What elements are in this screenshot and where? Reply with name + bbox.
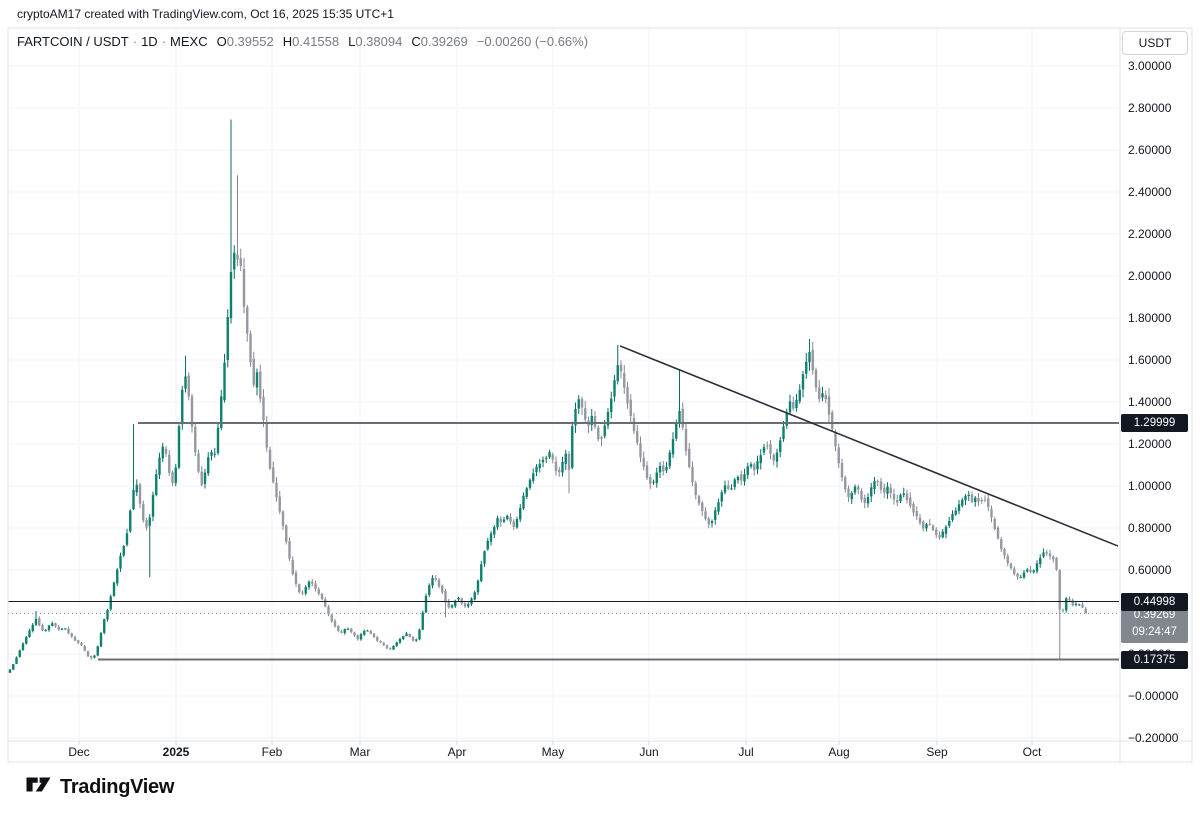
candlestick-series — [8, 119, 1087, 673]
time-tick-label: Dec — [68, 745, 90, 759]
gridlines — [8, 28, 1119, 741]
price-tick-label: 1.80000 — [1128, 311, 1172, 325]
chart-borders — [7, 27, 1193, 763]
time-tick-label: Feb — [261, 745, 283, 759]
ohlc-letter: H — [282, 34, 293, 49]
price-tick-label: 0.80000 — [1128, 521, 1172, 535]
exchange-label: MEXC — [170, 34, 208, 49]
time-axis[interactable]: Dec 2025 Feb Mar Apr May Jun Jul Aug Sep Oct — [8, 741, 1192, 762]
ohlc-values: O0.39552 H0.41558 L0.38094 C0.39269 — [208, 34, 468, 49]
interval-label[interactable]: 1D — [141, 34, 158, 49]
chart-legend: FARTCOIN / USDT · 1D · MEXC O0.39552 H0.41558 L… — [17, 34, 588, 49]
price-tick-label: −0.20000 — [1128, 731, 1179, 745]
current-price-value: 0.39269 — [1133, 608, 1176, 621]
tradingview-mark-icon — [25, 774, 52, 800]
time-tick-label: Jun — [639, 745, 659, 759]
time-tick-label: Apr — [447, 745, 467, 759]
time-tick-label: Jul — [738, 745, 754, 759]
bar-close-countdown: 09:24:47 — [1132, 625, 1177, 638]
price-tick-label: 0.60000 — [1128, 563, 1172, 577]
price-tick-label: 2.40000 — [1128, 185, 1172, 199]
price-level-label[interactable]: 0.44998 — [1121, 592, 1188, 611]
time-tick-label: Oct — [1022, 745, 1042, 759]
price-tick-label: 2.80000 — [1128, 101, 1172, 115]
price-tick-label: 1.60000 — [1128, 353, 1172, 367]
currency-button[interactable]: USDT — [1122, 31, 1188, 55]
time-tick-label: 2025 — [162, 745, 190, 759]
current-price-label: 0.39269 09:24:47 — [1121, 604, 1188, 643]
time-tick-label: Sep — [926, 745, 948, 759]
price-tick-label: 2.00000 — [1128, 269, 1172, 283]
legend-separator: · — [161, 34, 167, 49]
price-tick-label: 1.20000 — [1128, 437, 1172, 451]
ohlc-letter: O — [216, 34, 227, 49]
time-tick-label: May — [541, 745, 565, 759]
ohlc-value: 0.38094 — [355, 34, 403, 49]
symbol-title[interactable]: FARTCOIN / USDT · 1D · MEXC — [17, 34, 208, 49]
price-tick-label: −0.00000 — [1128, 689, 1179, 703]
ohlc-letter: L — [348, 34, 356, 49]
price-tick-label: 3.00000 — [1128, 59, 1172, 73]
tradingview-logo-text: TradingView — [60, 775, 175, 798]
ohlc-letter: C — [411, 34, 421, 49]
ohlc-value: 0.41558 — [292, 34, 340, 49]
descending-trendline[interactable] — [619, 345, 1119, 547]
price-axis[interactable]: USDT 0.39269 09:24:47 3.00000 2.80000 2.60… — [1120, 28, 1200, 762]
ohlc-value: 0.39269 — [420, 34, 468, 49]
price-change: −0.00260 (−0.66%) — [476, 34, 589, 49]
price-level-label[interactable]: 0.17375 — [1121, 650, 1188, 669]
legend-separator: · — [132, 34, 138, 49]
price-level-label[interactable]: 1.29999 — [1121, 414, 1188, 432]
price-tick-label: 1.00000 — [1128, 479, 1172, 493]
time-tick-label: Aug — [828, 745, 850, 759]
horizontal-level-lines[interactable] — [8, 422, 1119, 661]
time-tick-label: Mar — [349, 745, 371, 759]
ohlc-value: 0.39552 — [226, 34, 274, 49]
price-tick-label: 1.40000 — [1128, 395, 1172, 409]
footer: TradingView — [25, 772, 174, 802]
price-tick-label: 2.20000 — [1128, 227, 1172, 241]
price-tick-label: 2.60000 — [1128, 143, 1172, 157]
attribution-bar: cryptoAM17 created with TradingView.com,… — [17, 7, 394, 21]
tradingview-logo[interactable]: TradingView — [25, 774, 174, 800]
